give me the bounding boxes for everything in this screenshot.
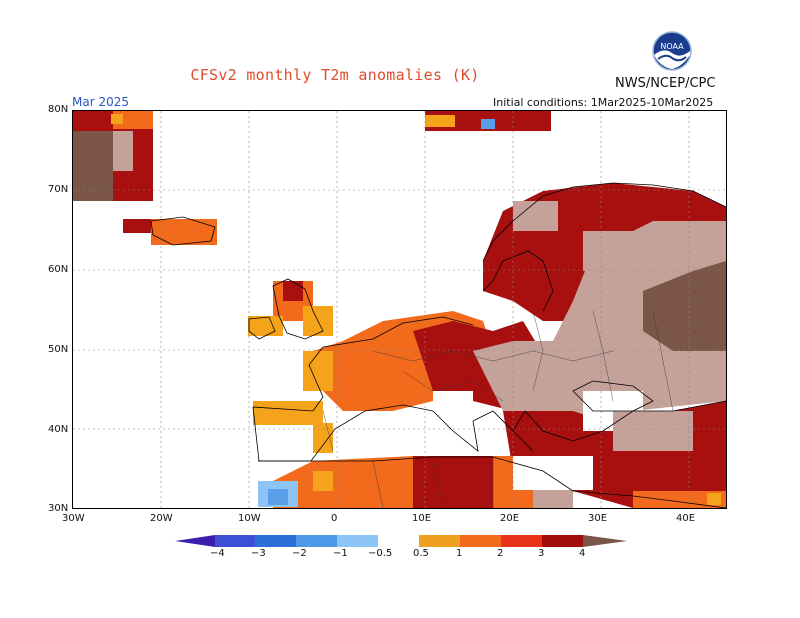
colorbar-svg bbox=[175, 535, 627, 547]
lon-label-20w: 20W bbox=[150, 513, 173, 524]
initial-conditions: Initial conditions: 1Mar2025-10Mar2025 bbox=[493, 96, 714, 109]
lat-label-40n: 40N bbox=[48, 424, 69, 435]
russia-strong-anomaly bbox=[643, 261, 726, 351]
colorbar-label-m3: −3 bbox=[251, 548, 266, 559]
greenland-strong-anomaly bbox=[73, 131, 113, 201]
noaa-logo: NOAA bbox=[652, 31, 692, 71]
colorbar-label-05: 0.5 bbox=[413, 548, 429, 559]
lon-label-40e: 40E bbox=[676, 513, 696, 524]
lat-label-70n: 70N bbox=[48, 184, 69, 195]
anomaly-map-svg bbox=[73, 111, 727, 509]
lon-label-20e: 20E bbox=[500, 513, 520, 524]
iberia-east-anomaly bbox=[313, 423, 333, 453]
greenland-brown-anomaly bbox=[113, 131, 133, 171]
colorbar-arrow-left bbox=[175, 535, 215, 547]
colorbar bbox=[175, 533, 627, 553]
middle-east-anomaly bbox=[633, 491, 726, 508]
colorbar-label-2: 2 bbox=[497, 548, 504, 559]
colorbar-swatch-7 bbox=[460, 535, 501, 547]
lon-label-10w: 10W bbox=[238, 513, 261, 524]
anatolia-brown-anomaly bbox=[613, 411, 693, 451]
country-borders bbox=[322, 310, 674, 509]
libya-brown-anomaly bbox=[533, 489, 573, 508]
noaa-logo-text: NOAA bbox=[660, 42, 684, 51]
central-med-neutral bbox=[513, 456, 593, 490]
anomaly-map bbox=[72, 110, 727, 509]
ireland-anomaly bbox=[248, 316, 283, 336]
lat-label-50n: 50N bbox=[48, 344, 69, 355]
org-label: NWS/NCEP/CPC bbox=[615, 76, 716, 91]
colorbar-label-m1: −1 bbox=[333, 548, 348, 559]
colorbar-swatch-5 bbox=[378, 535, 419, 547]
colorbar-swatch-6 bbox=[419, 535, 460, 547]
anomaly-fills bbox=[73, 111, 726, 508]
iceland-dark-anomaly bbox=[123, 219, 153, 233]
colorbar-swatch-4 bbox=[337, 535, 378, 547]
colorbar-swatch-9 bbox=[542, 535, 583, 547]
scotland-anomaly bbox=[283, 281, 303, 301]
lon-label-30w: 30W bbox=[62, 513, 85, 524]
lon-label-30e: 30E bbox=[588, 513, 608, 524]
colorbar-label-m2: −2 bbox=[292, 548, 307, 559]
algeria-anomaly bbox=[413, 456, 503, 508]
mediterranean-neutral bbox=[433, 391, 473, 451]
middle-east-yellow-anomaly bbox=[707, 493, 721, 505]
lat-label-30n: 30N bbox=[48, 503, 69, 514]
coastlines bbox=[150, 182, 727, 509]
forecast-month: Mar 2025 bbox=[72, 95, 129, 109]
lon-label-10e: 10E bbox=[412, 513, 432, 524]
greenland-yellow-anomaly bbox=[111, 114, 123, 124]
svalbard-yellow-anomaly bbox=[425, 115, 455, 127]
colorbar-label-1: 1 bbox=[456, 548, 463, 559]
iceland-anomaly bbox=[151, 219, 217, 245]
lat-label-60n: 60N bbox=[48, 264, 69, 275]
chart-title: CFSv2 monthly T2m anomalies (K) bbox=[190, 66, 480, 84]
colorbar-label-4: 4 bbox=[579, 548, 586, 559]
colorbar-label-m05: −0.5 bbox=[368, 548, 393, 559]
morocco-dark-blue-anomaly bbox=[268, 489, 288, 505]
colorbar-swatch-1 bbox=[215, 535, 255, 547]
morocco-yellow-anomaly bbox=[313, 471, 333, 491]
colorbar-label-3: 3 bbox=[538, 548, 545, 559]
gridlines bbox=[73, 111, 726, 508]
scandinavia-brown-anomaly bbox=[513, 201, 558, 231]
brittany-anomaly bbox=[303, 351, 333, 391]
iberia-north-anomaly bbox=[253, 401, 323, 425]
lat-label-80n: 80N bbox=[48, 104, 69, 115]
lon-label-0: 0 bbox=[331, 513, 338, 524]
colorbar-arrow-right bbox=[583, 535, 627, 547]
colorbar-swatch-2 bbox=[255, 535, 296, 547]
svalbard-blue-anomaly bbox=[481, 119, 495, 129]
colorbar-swatch-3 bbox=[296, 535, 337, 547]
colorbar-label-m4: −4 bbox=[210, 548, 225, 559]
colorbar-swatch-8 bbox=[501, 535, 542, 547]
